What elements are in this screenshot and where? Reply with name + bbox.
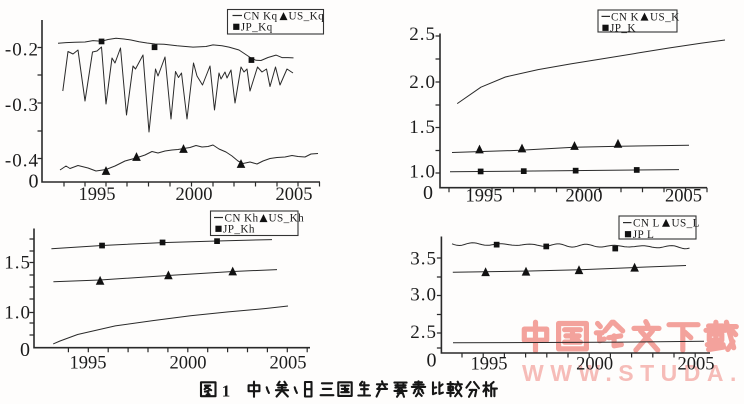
svg-text:3.5: 3.5	[410, 248, 437, 269]
svg-text:CN L: CN L	[633, 218, 660, 230]
svg-text:WWW.STUDA.: WWW.STUDA.	[522, 360, 743, 386]
svg-text:CN Kh: CN Kh	[225, 213, 259, 225]
svg-text:1995: 1995	[79, 185, 116, 205]
svg-text:2005: 2005	[276, 185, 313, 205]
svg-text:1995: 1995	[466, 187, 503, 207]
svg-text:1: 1	[222, 382, 231, 401]
svg-text:2000: 2000	[176, 185, 213, 205]
svg-text:2.5: 2.5	[409, 24, 436, 45]
svg-text:2000: 2000	[170, 354, 207, 374]
svg-text:0: 0	[20, 339, 30, 361]
svg-text:-0.2: -0.2	[5, 40, 39, 61]
svg-text:US_K: US_K	[650, 11, 680, 23]
svg-text:0: 0	[427, 350, 437, 372]
svg-text:3.0: 3.0	[410, 284, 437, 305]
svg-text:1.5: 1.5	[409, 117, 436, 138]
svg-text:US_L: US_L	[672, 218, 700, 230]
svg-text:CN K: CN K	[611, 11, 639, 23]
svg-text:1.0: 1.0	[409, 162, 436, 183]
svg-text:1.5: 1.5	[4, 252, 31, 273]
svg-text:JP_Kq: JP_Kq	[241, 22, 273, 34]
svg-text:1995: 1995	[70, 354, 107, 374]
svg-text:2000: 2000	[576, 355, 613, 375]
svg-text:JP_Kh: JP_Kh	[223, 224, 255, 236]
svg-text:CN Kq: CN Kq	[244, 11, 278, 23]
svg-text:2005: 2005	[678, 355, 715, 375]
svg-text:2000: 2000	[566, 187, 603, 207]
svg-text:-0.4: -0.4	[5, 151, 39, 172]
svg-text:0: 0	[29, 171, 39, 193]
svg-text:1995: 1995	[471, 355, 508, 375]
svg-text:2.5: 2.5	[410, 322, 437, 343]
svg-text:0: 0	[423, 182, 433, 204]
svg-text:2005: 2005	[665, 187, 702, 207]
svg-text:US_Kq: US_Kq	[289, 11, 325, 23]
svg-text:JP L: JP L	[633, 229, 654, 241]
svg-text:1.0: 1.0	[4, 303, 31, 324]
svg-text:2.0: 2.0	[409, 72, 436, 93]
svg-text:JP_K: JP_K	[610, 22, 636, 34]
svg-text:-0.3: -0.3	[5, 95, 39, 116]
svg-text:US_Kh: US_Kh	[269, 213, 305, 225]
svg-text:2005: 2005	[270, 354, 307, 374]
